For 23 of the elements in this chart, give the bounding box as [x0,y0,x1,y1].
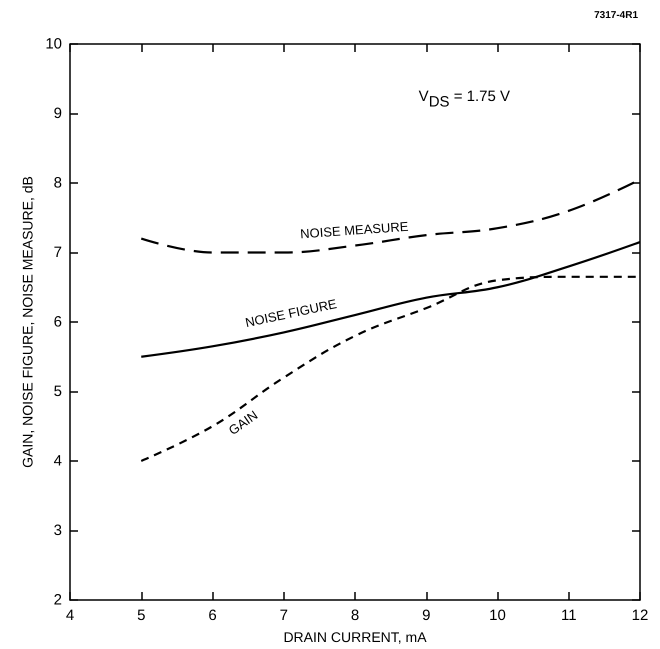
x-tick-label: 11 [560,607,577,624]
x-tick-label: 7 [280,607,288,624]
x-tick-label: 4 [66,607,74,624]
y-tick-label: 3 [54,522,62,539]
y-tick-label: 2 [54,592,62,608]
x-tick-label: 8 [350,607,360,624]
y-tick-label: 10 [45,36,62,52]
x-tick-label: 12 [632,607,648,624]
text: NOISE FIGURE [244,296,338,330]
x-axis-title: DRAIN CURRENT, mA [283,629,428,645]
y-tick-label: 9 [54,105,62,122]
y-tick-label: 7 [54,244,62,261]
y-axis-title: GAIN, NOISE FIGURE, NOISE MEASURE, dB [19,176,36,468]
x-tick-label: 10 [489,607,506,624]
y-tick-label: 5 [54,383,62,400]
y-tick-label: 4 [54,452,62,470]
y-tick-label: 6 [54,314,62,330]
x-tick-label: 9 [422,607,430,624]
text: 7317-4R1 [594,10,638,21]
x-tick-label: 5 [137,607,146,624]
y-tick-label: 8 [54,174,62,192]
x-tick-label: 6 [208,607,217,624]
series-label: NOISE MEASURE [300,218,410,242]
